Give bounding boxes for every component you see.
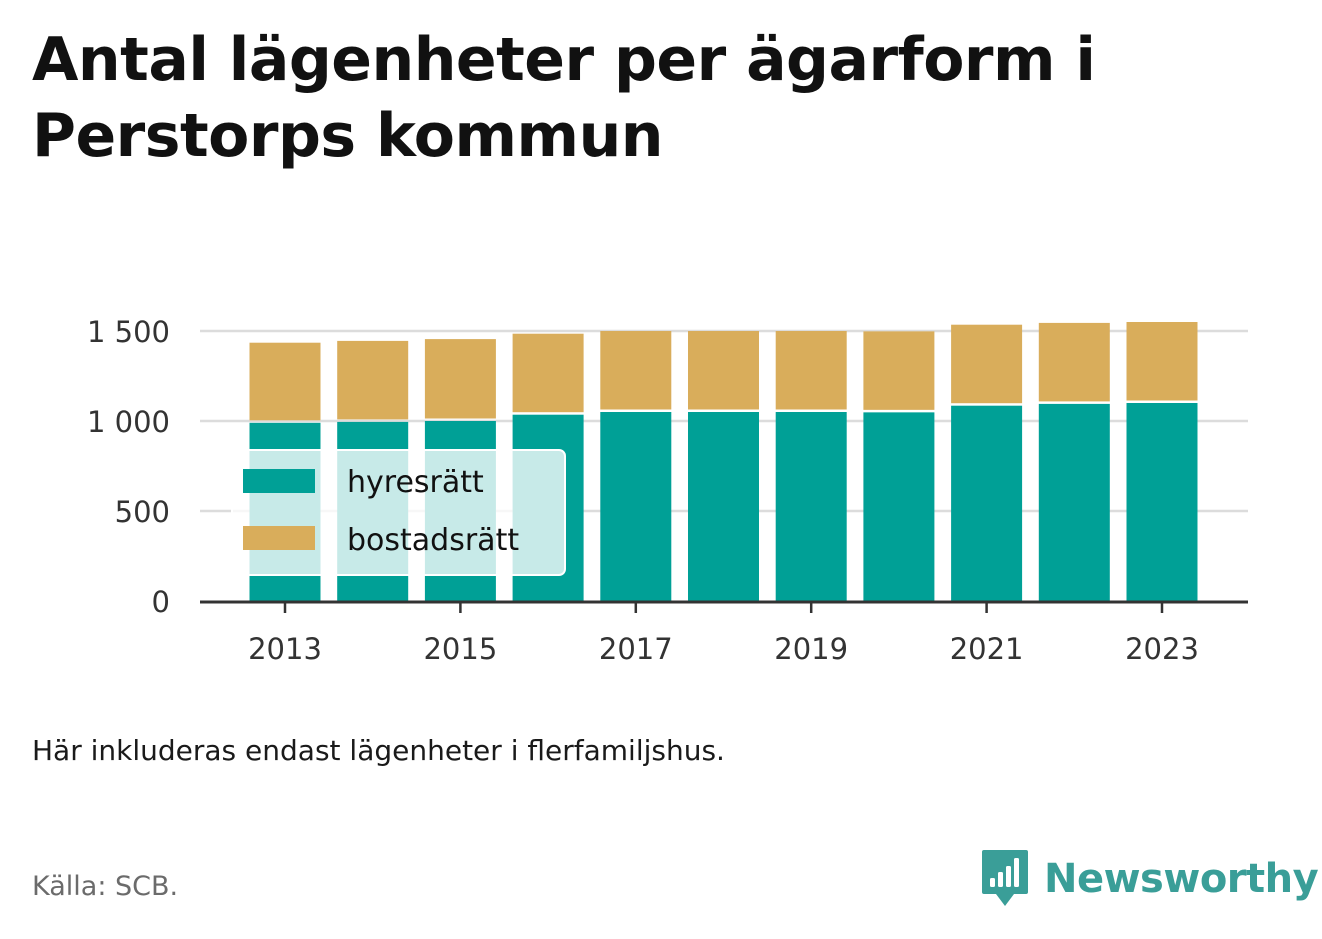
bar-bostadsratt	[424, 339, 496, 419]
bar-bostadsratt	[1038, 322, 1110, 402]
bar-bostadsratt	[951, 324, 1023, 404]
y-tick-label: 1 500	[87, 315, 170, 349]
x-tick-label: 2019	[774, 632, 848, 666]
y-axis-ticks: 0 500 1 000 1 500	[87, 315, 170, 619]
bar-hyresratt	[688, 412, 759, 601]
chart-note: Här inkluderas endast lägenheter i flerf…	[32, 734, 725, 767]
y-tick-label: 0	[152, 585, 170, 619]
legend: hyresrätt bostadsrätt	[231, 449, 566, 576]
x-tick-label: 2023	[1125, 632, 1199, 666]
bar-bostadsratt	[863, 331, 935, 410]
legend-swatch-hyresratt	[243, 469, 315, 493]
bar-bostadsratt	[600, 331, 672, 410]
bar-bostadsratt	[249, 342, 321, 421]
x-axis-ticks: 2013 2015 2017 2019 2021 2023	[248, 603, 1199, 666]
y-tick-label: 500	[115, 495, 170, 529]
y-tick-label: 1 000	[87, 405, 170, 439]
bar-hyresratt	[775, 412, 847, 601]
x-tick-label: 2021	[950, 632, 1024, 666]
bar-bostadsratt	[688, 331, 759, 410]
legend-label-hyresratt: hyresrätt	[347, 465, 484, 500]
bar-hyresratt	[1126, 403, 1198, 601]
bar-hyresratt	[951, 405, 1023, 601]
legend-background	[231, 449, 566, 576]
x-tick-label: 2015	[423, 632, 497, 666]
legend-swatch-bostadsratt	[243, 526, 315, 550]
source-text: Källa: SCB.	[32, 871, 179, 902]
bar-hyresratt	[1038, 403, 1110, 601]
x-tick-label: 2017	[599, 632, 673, 666]
bar-bostadsratt	[512, 333, 584, 413]
bar-bostadsratt	[775, 331, 847, 410]
bar-hyresratt	[863, 412, 935, 601]
newsworthy-logo: Newsworthy	[980, 848, 1319, 910]
brand-name: Newsworthy	[1044, 856, 1319, 902]
bar-bostadsratt	[337, 340, 409, 420]
bar-hyresratt	[600, 412, 672, 601]
newsworthy-logo-icon	[982, 850, 1028, 906]
bar-bostadsratt	[1126, 322, 1198, 401]
x-tick-label: 2013	[248, 632, 322, 666]
chart-title: Antal lägenheter per ägarform i Perstorp…	[32, 25, 1096, 171]
legend-label-bostadsratt: bostadsrätt	[347, 523, 519, 558]
